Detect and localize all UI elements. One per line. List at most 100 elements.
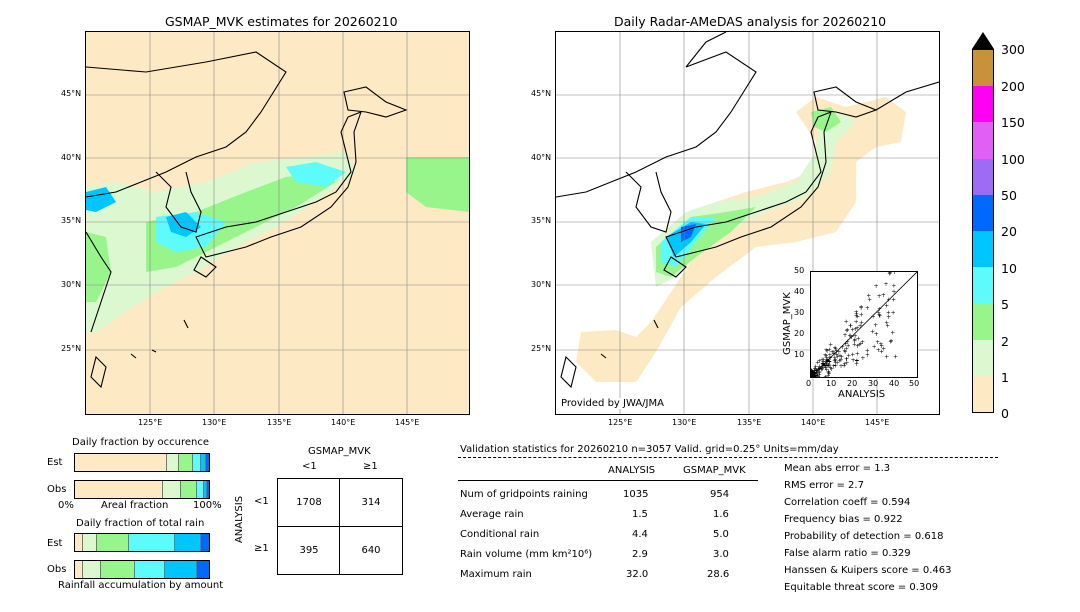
scatter-point: + xyxy=(811,374,814,377)
scatter-point: + xyxy=(827,363,832,370)
score-rmse: RMS error = 2.7 xyxy=(784,480,864,491)
scatter-point: + xyxy=(811,368,814,375)
right-lat-30: 30°N xyxy=(531,280,552,289)
scatter-point: + xyxy=(817,366,822,373)
colorbar-label-0: 0 xyxy=(1001,406,1009,421)
scatter-point: + xyxy=(877,313,882,320)
stat-analysis-gridpoints: 1035 xyxy=(623,489,649,500)
scatter-ytick-10: 10 xyxy=(794,350,805,359)
scatter-point: + xyxy=(811,374,814,377)
scatter-point: + xyxy=(855,343,860,350)
colorbar-segment xyxy=(973,339,993,376)
scatter-point: + xyxy=(854,357,859,364)
scatter-point: + xyxy=(823,352,828,359)
scatter-point: + xyxy=(821,356,826,363)
scatter-point: + xyxy=(826,369,831,376)
scatter-point: + xyxy=(811,369,814,376)
occurrence-axis-left: 0% xyxy=(58,500,74,511)
scatter-point: + xyxy=(857,342,862,349)
right-lon-140: 140°E xyxy=(801,418,826,427)
contingency-row-lt: <1 xyxy=(254,496,269,507)
scatter-point: + xyxy=(812,374,817,377)
scatter-point: + xyxy=(879,349,884,356)
contingency-cell-miss: 395 xyxy=(299,545,319,556)
scatter-point: + xyxy=(822,363,827,370)
scatter-point: + xyxy=(811,374,814,378)
validation-divider xyxy=(458,457,998,458)
stat-label-volume: Rain volume (mm km²10⁶) xyxy=(460,549,593,560)
scatter-point: + xyxy=(837,358,842,365)
colorbar-label-150: 150 xyxy=(1001,115,1025,130)
scatter-point: + xyxy=(811,368,814,375)
scatter-point: + xyxy=(858,341,863,348)
scatter-point: + xyxy=(886,310,891,317)
rain-fraction-obs-label: Obs xyxy=(47,564,67,575)
scatter-point: + xyxy=(811,374,814,377)
scatter-point: + xyxy=(817,358,822,365)
scatter-point: + xyxy=(811,369,814,376)
scatter-point: + xyxy=(811,374,814,377)
scatter-xtick-30: 30 xyxy=(868,379,879,388)
stat-gsmap-volume: 3.0 xyxy=(713,549,729,560)
scatter-point: + xyxy=(871,313,876,320)
scatter-point: + xyxy=(817,372,822,377)
scatter-point: + xyxy=(813,374,818,377)
scatter-point: + xyxy=(849,334,854,341)
scatter-point: + xyxy=(812,366,817,373)
scatter-point: + xyxy=(821,359,826,366)
scatter-point: + xyxy=(887,272,892,278)
scatter-point: + xyxy=(877,312,882,319)
scatter-point: + xyxy=(823,374,828,377)
scatter-point: + xyxy=(833,363,838,370)
scatter-point: + xyxy=(811,374,815,377)
scatter-point: + xyxy=(854,358,859,365)
scatter-point: + xyxy=(814,367,819,374)
scatter-point: + xyxy=(825,358,830,365)
scatter-point: + xyxy=(811,374,815,377)
scatter-point: + xyxy=(817,365,822,372)
scatter-point: + xyxy=(811,374,814,377)
scatter-point: + xyxy=(811,374,814,377)
stat-gsmap-conditional: 5.0 xyxy=(713,529,729,540)
contingency-col-ge: ≥1 xyxy=(363,461,378,472)
scatter-point: + xyxy=(814,368,819,375)
scatter-point: + xyxy=(860,355,865,362)
scatter-point: + xyxy=(811,374,814,377)
scatter-point: + xyxy=(812,374,817,377)
stat-gsmap-gridpoints: 954 xyxy=(710,489,730,500)
left-lat-35: 35°N xyxy=(61,216,82,225)
left-lat-45: 45°N xyxy=(61,89,82,98)
scatter-point: + xyxy=(826,370,831,377)
left-lat-25: 25°N xyxy=(61,344,82,353)
scatter-point: + xyxy=(860,339,865,346)
scatter-point: + xyxy=(886,297,891,304)
scatter-point: + xyxy=(811,374,814,377)
scatter-point: + xyxy=(827,358,832,365)
left-lon-135: 135°E xyxy=(267,418,292,427)
scatter-point: + xyxy=(811,369,815,376)
left-lat-30: 30°N xyxy=(61,280,82,289)
scatter-point: + xyxy=(866,293,871,300)
scatter-point: + xyxy=(855,325,860,332)
scatter-point: + xyxy=(837,352,842,359)
scatter-point: + xyxy=(827,347,832,354)
right-lon-125: 125°E xyxy=(608,418,633,427)
right-map-canvas xyxy=(556,32,939,414)
scatter-point: + xyxy=(811,373,815,377)
scatter-point: + xyxy=(839,354,844,361)
right-lat-35: 35°N xyxy=(531,216,552,225)
validation-header: Validation statistics for 20260210 n=305… xyxy=(460,444,839,455)
right-map: + + + + + + + + + + + + + + + + + + + + + + + + + + + + + + + + + + + + + + + +… xyxy=(555,31,940,415)
validation-col-gsmap: GSMAP_MVK xyxy=(683,465,746,476)
scatter-point: + xyxy=(847,332,852,339)
right-map-title: Daily Radar-AMeDAS analysis for 20260210 xyxy=(614,14,887,29)
rain-fraction-title: Daily fraction of total rain xyxy=(76,518,205,529)
scatter-point: + xyxy=(811,374,814,377)
scatter-point: + xyxy=(876,309,881,316)
scatter-point: + xyxy=(821,362,826,369)
scatter-point: + xyxy=(867,297,872,304)
scatter-point: + xyxy=(811,374,814,377)
scatter-point: + xyxy=(811,373,814,378)
stat-analysis-average: 1.5 xyxy=(632,509,648,520)
scatter-point: + xyxy=(843,349,848,356)
